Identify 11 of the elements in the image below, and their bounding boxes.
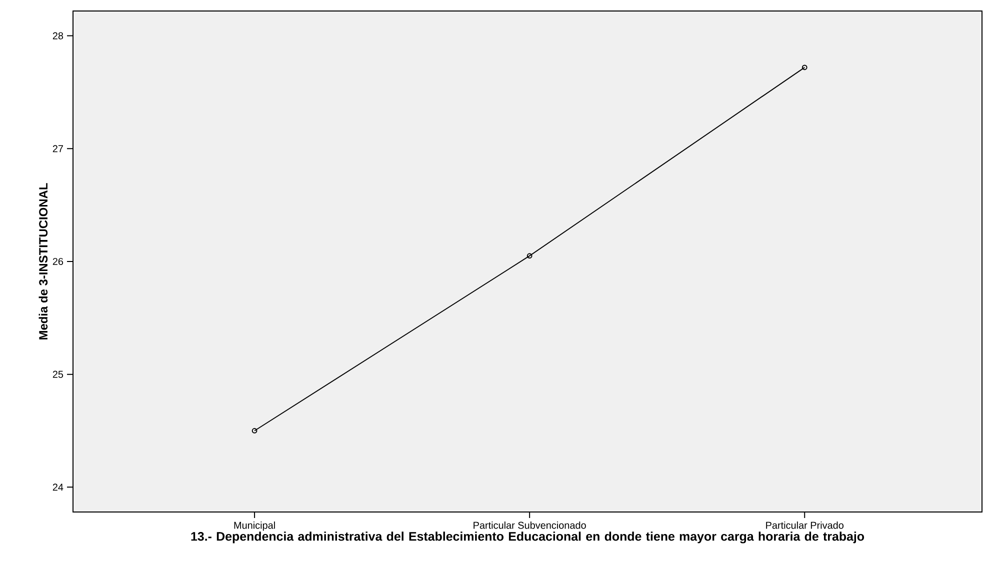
y-tick-label: 27 — [52, 145, 63, 152]
y-tick-label: 24 — [52, 484, 64, 491]
x-tick-label: Municipal — [234, 522, 275, 531]
y-tick-label: 26 — [52, 258, 64, 266]
y-axis-title: Media de 3-INSTITUCIONAL — [38, 183, 48, 340]
point — [526, 253, 532, 259]
x-tick-label: Particular Privado — [766, 522, 844, 529]
x-axis-title: 13.- Dependencia administrativa del Establecimiento Educacional en donde tiene mayor carga horaria de trabajo — [191, 532, 864, 544]
y-tick-label: 28 — [52, 32, 64, 40]
x-tick-label: Particular Subvencionado — [474, 522, 586, 529]
y-tick-label: 25 — [52, 370, 64, 378]
